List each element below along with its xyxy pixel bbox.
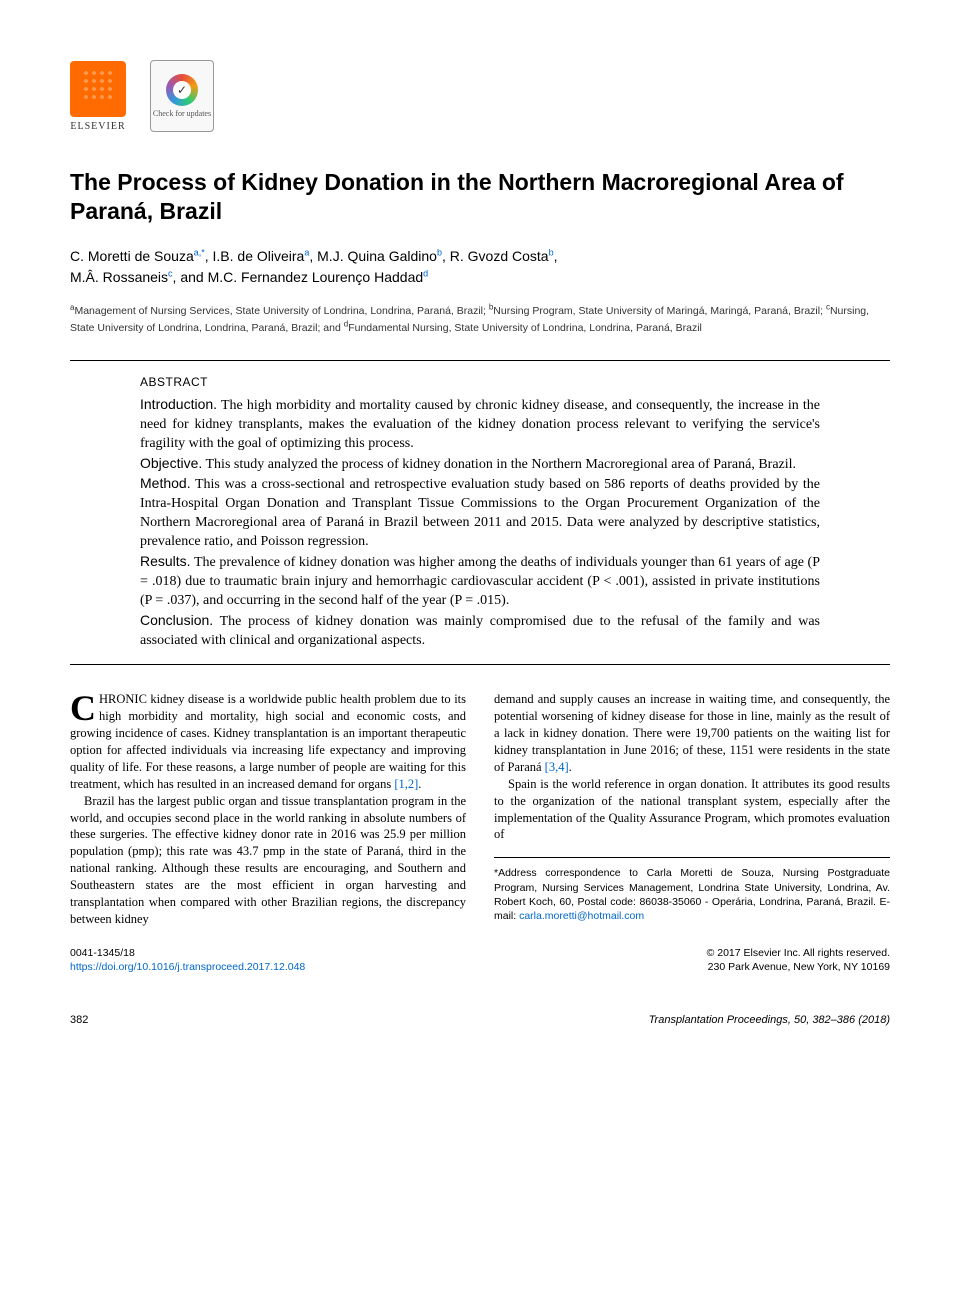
abstract-objective-label: Objective. [140,455,202,471]
doi-block: 0041-1345/18 https://doi.org/10.1016/j.t… [70,946,305,974]
column-left: CHRONIC kidney disease is a worldwide pu… [70,691,466,927]
abstract-intro-text: The high morbidity and mortality caused … [140,398,820,451]
abstract-box: ABSTRACT Introduction. The high morbidit… [70,360,890,666]
elsevier-logo[interactable]: ELSEVIER [70,61,126,132]
correspondence-email-link[interactable]: carla.moretti@hotmail.com [519,910,644,922]
crossmark-icon [166,74,198,106]
abstract-body: Introduction. The high morbidity and mor… [140,395,820,651]
page-number: 382 [70,1014,88,1026]
elsevier-label: ELSEVIER [70,121,125,132]
abstract-results-text: The prevalence of kidney donation was hi… [140,555,820,608]
publisher-address: 230 Park Avenue, New York, NY 10169 [708,961,890,973]
copyright-line: © 2017 Elsevier Inc. All rights reserved… [707,947,890,959]
page-footer: 382 Transplantation Proceedings, 50, 382… [70,1014,890,1026]
body-para-2: Brazil has the largest public organ and … [70,793,466,928]
authors-line-1: C. Moretti de Souzaa,*, I.B. de Oliveira… [70,248,558,264]
article-title: The Process of Kidney Donation in the No… [70,168,890,226]
abstract-method-text: This was a cross-sectional and retrospec… [140,477,820,549]
body-para-3: demand and supply causes an increase in … [494,691,890,775]
check-updates-button[interactable]: Check for updates [150,60,214,132]
correspondence-note: *Address correspondence to Carla Moretti… [494,857,890,923]
citation-link[interactable]: [1,2] [394,777,418,791]
abstract-conclusion-text: The process of kidney donation was mainl… [140,614,820,648]
abstract-method-label: Method. [140,475,191,491]
abstract-intro-label: Introduction. [140,396,217,412]
journal-citation: Transplantation Proceedings, 50, 382–386… [649,1014,890,1026]
issn: 0041-1345/18 [70,947,135,959]
rights-block: © 2017 Elsevier Inc. All rights reserved… [707,946,890,974]
citation-link[interactable]: [3,4] [545,760,569,774]
abstract-heading: ABSTRACT [140,375,820,389]
affiliations: aManagement of Nursing Services, State U… [70,302,890,336]
abstract-objective-text: This study analyzed the process of kidne… [206,457,797,472]
authors-line-2: M.Â. Rossaneisc, and M.C. Fernandez Lour… [70,269,428,285]
abstract-conclusion-label: Conclusion. [140,612,213,628]
bottom-bar: 0041-1345/18 https://doi.org/10.1016/j.t… [70,946,890,974]
author-list: C. Moretti de Souzaa,*, I.B. de Oliveira… [70,246,890,288]
dropcap: C [70,691,99,723]
doi-link[interactable]: https://doi.org/10.1016/j.transproceed.2… [70,961,305,973]
body-para-4: Spain is the world reference in organ do… [494,776,890,844]
abstract-results-label: Results. [140,553,191,569]
column-right: demand and supply causes an increase in … [494,691,890,927]
header-logos: ELSEVIER Check for updates [70,60,890,132]
elsevier-tree-icon [70,61,126,117]
body-columns: CHRONIC kidney disease is a worldwide pu… [70,691,890,927]
check-updates-label: Check for updates [153,110,211,119]
body-para-1: CHRONIC kidney disease is a worldwide pu… [70,691,466,792]
